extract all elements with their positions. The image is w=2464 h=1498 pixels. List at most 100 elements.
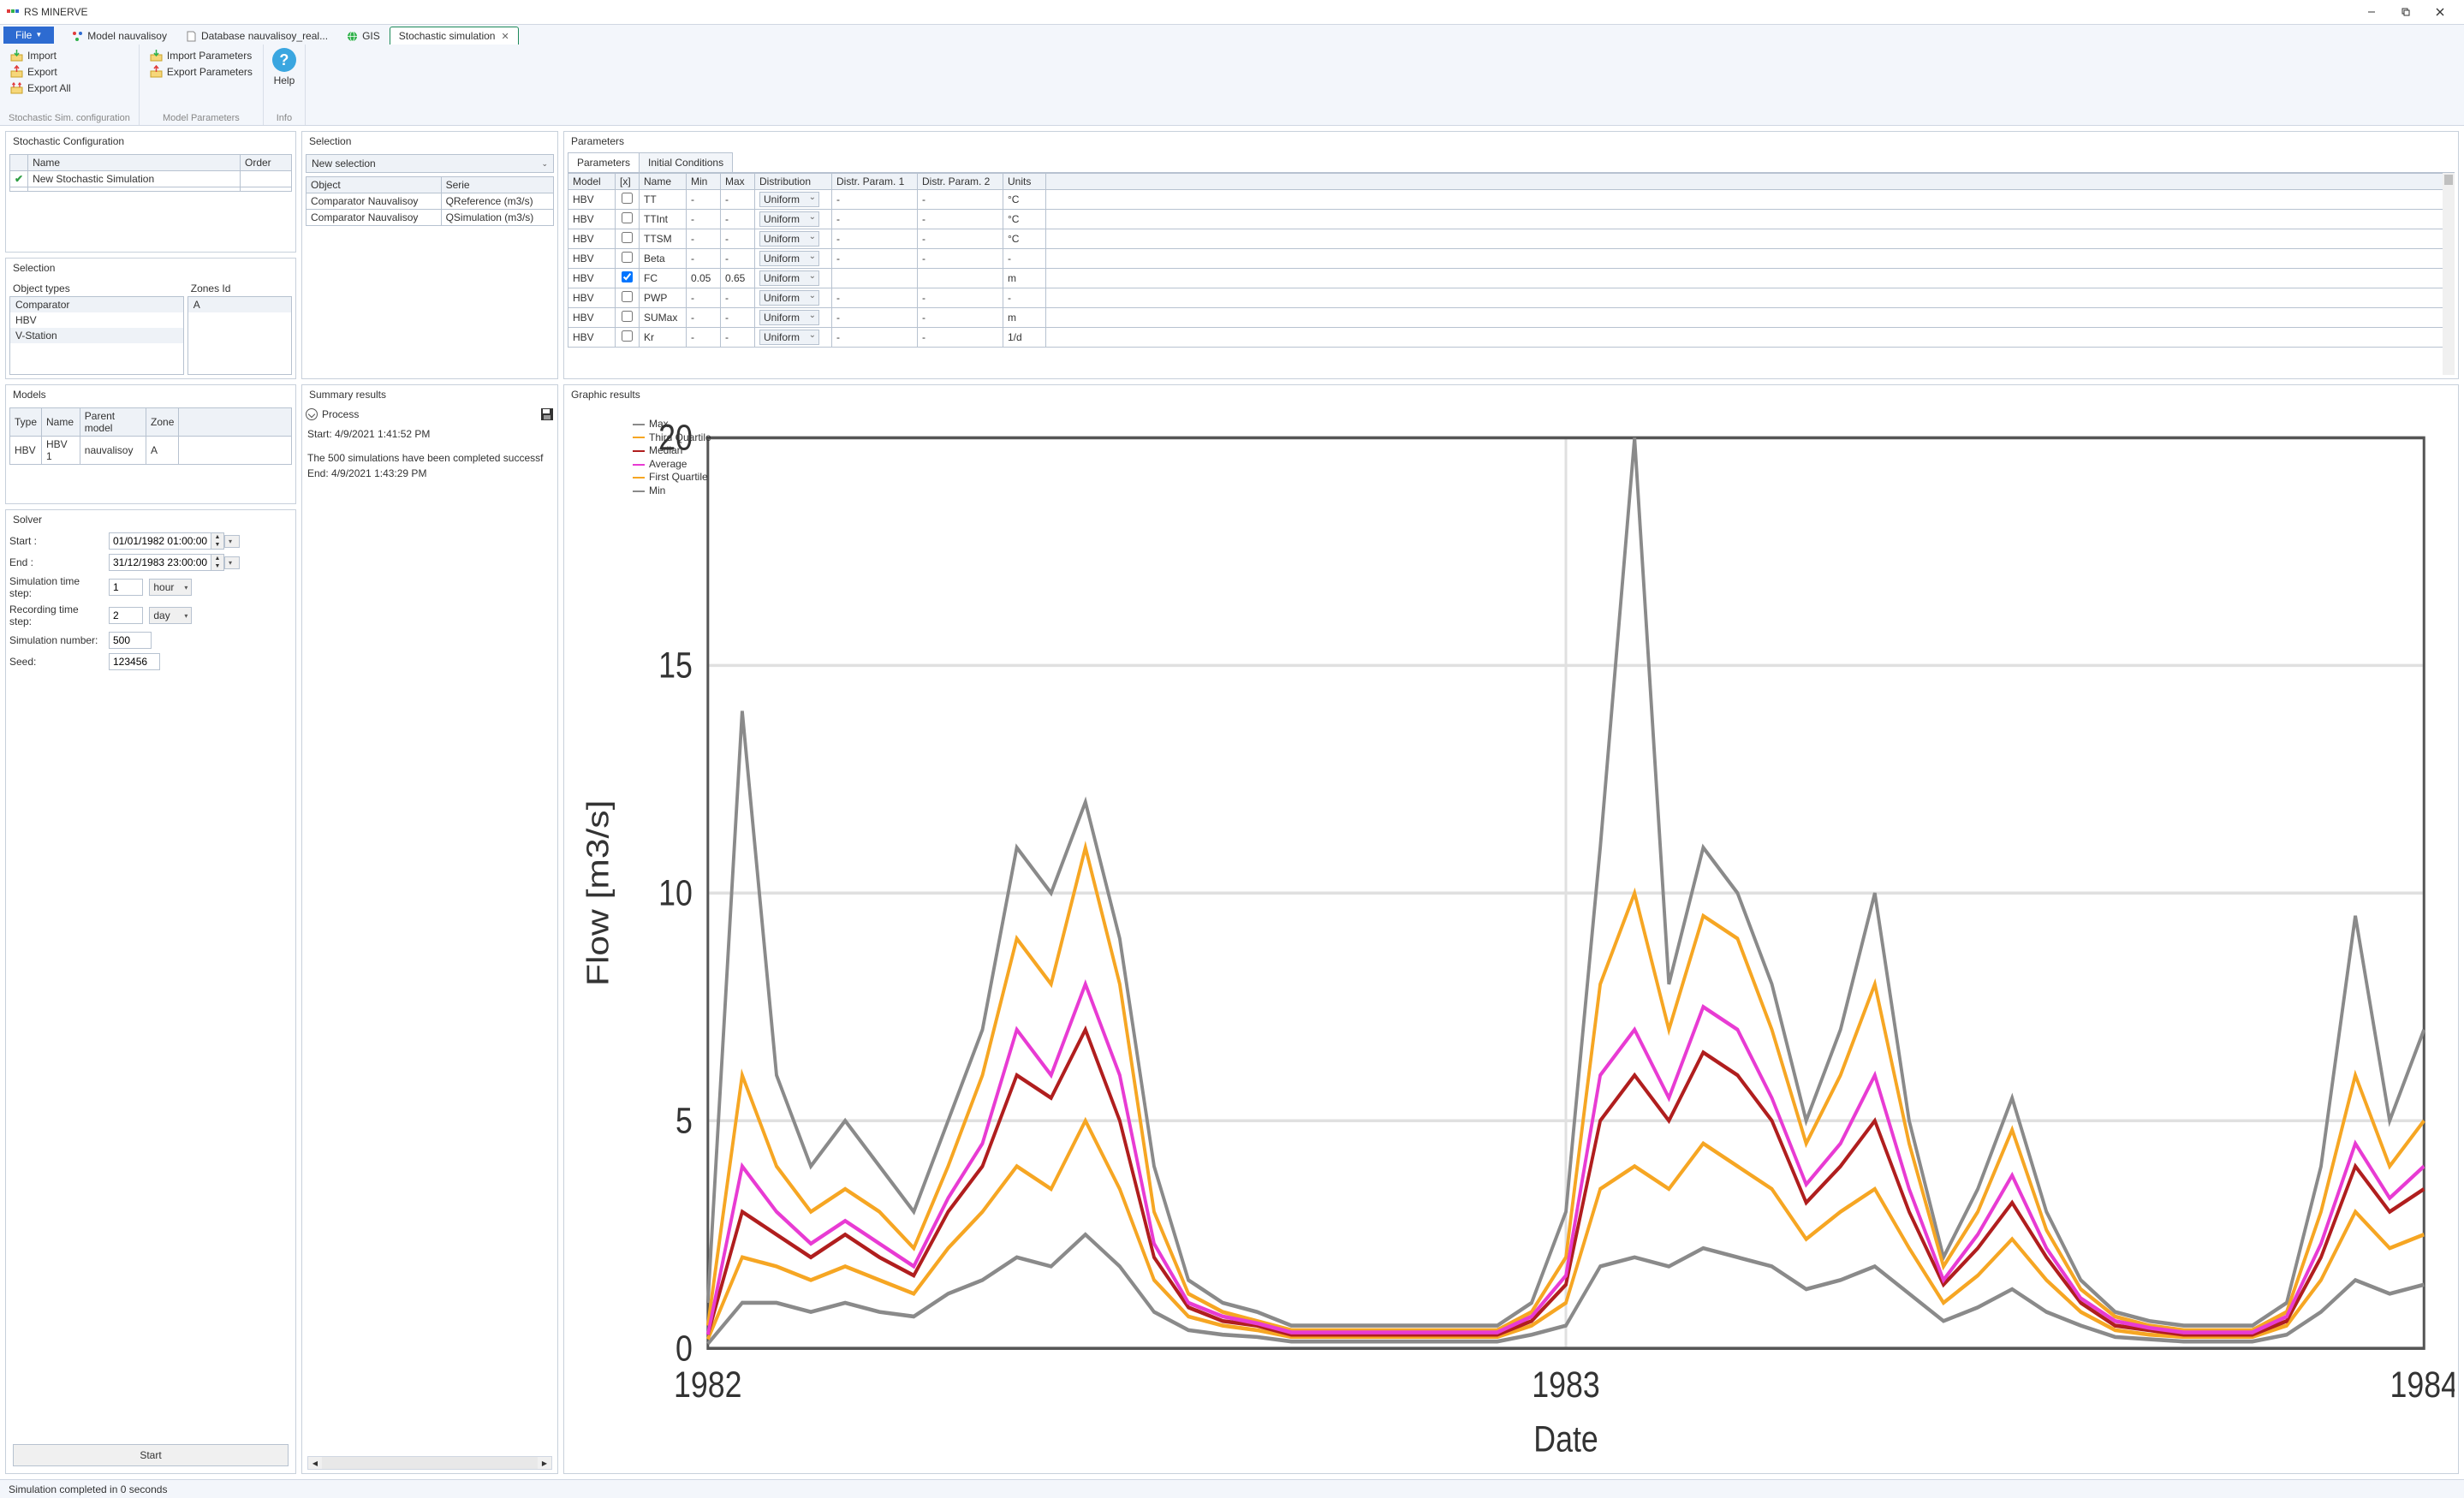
ribbon-export-all[interactable]: Export All — [9, 80, 130, 95]
svg-text:15: 15 — [658, 645, 693, 687]
legend-item: First Quartile — [633, 471, 711, 484]
start-button[interactable]: Start — [13, 1444, 289, 1466]
rec-step-label: Recording time step: — [9, 603, 104, 627]
distribution-select[interactable]: Uniform — [759, 330, 819, 345]
param-checkbox[interactable] — [622, 291, 633, 302]
status-text: Simulation completed in 0 seconds — [9, 1483, 167, 1495]
parameters-table[interactable]: Model[x]NameMinMaxDistributionDistr. Par… — [568, 173, 2455, 348]
distribution-select[interactable]: Uniform — [759, 310, 819, 325]
table-row[interactable]: HBVBeta--Uniform--- — [568, 249, 2455, 269]
legend-item: Max — [633, 418, 711, 431]
save-icon[interactable] — [540, 407, 554, 421]
scroll-right-icon[interactable]: ▶ — [538, 1457, 551, 1469]
tab-icon — [347, 31, 358, 42]
ribbon-import[interactable]: Import — [9, 48, 130, 62]
chart-legend: MaxThird QuartileMedianAverageFirst Quar… — [633, 418, 711, 498]
process-icon — [306, 408, 318, 420]
tab-parameters[interactable]: Parameters — [568, 152, 640, 172]
tab-initial-conditions[interactable]: Initial Conditions — [639, 152, 733, 172]
table-row[interactable]: HBVTT--Uniform--°C — [568, 190, 2455, 210]
legend-item: Median — [633, 444, 711, 458]
scroll-left-icon[interactable]: ◀ — [308, 1457, 322, 1469]
start-dropdown[interactable]: ▾ — [224, 535, 240, 548]
list-item[interactable]: HBV — [10, 312, 183, 328]
svg-text:1984: 1984 — [2390, 1364, 2455, 1406]
sim-num-input[interactable] — [109, 632, 152, 649]
param-checkbox[interactable] — [622, 193, 633, 204]
minimize-button[interactable] — [2354, 0, 2389, 24]
ribbon-export[interactable]: Export — [9, 64, 130, 79]
sim-step-input[interactable] — [109, 579, 143, 596]
distribution-select[interactable]: Uniform — [759, 251, 819, 266]
stochastic-config-table[interactable]: Name Order ✔New Stochastic Simulation — [9, 154, 292, 192]
sim-step-unit[interactable]: hour▾ — [149, 579, 192, 596]
distribution-select[interactable]: Uniform — [759, 270, 819, 286]
help-label[interactable]: Help — [274, 74, 295, 86]
close-button[interactable] — [2423, 0, 2457, 24]
parameters-scrollbar[interactable] — [2443, 173, 2455, 375]
list-item[interactable]: A — [188, 297, 291, 312]
summary-panel: Summary results Process Start: 4/9/2021 … — [301, 384, 558, 1474]
distribution-select[interactable]: Uniform — [759, 192, 819, 207]
object-types-list[interactable]: ComparatorHBVV-Station — [9, 296, 184, 375]
process-label: Process — [322, 408, 359, 420]
selection-combo[interactable]: New selection ⌄ — [306, 154, 554, 173]
table-row[interactable]: HBVTTSM--Uniform--°C — [568, 229, 2455, 249]
svg-text:1983: 1983 — [1532, 1364, 1599, 1406]
models-table[interactable]: Type Name Parent model Zone HBV HBV 1 na… — [9, 407, 292, 465]
tab-stochastic-simulation[interactable]: Stochastic simulation✕ — [390, 27, 519, 45]
help-icon[interactable]: ? — [272, 48, 296, 72]
stochastic-config-title: Stochastic Configuration — [6, 132, 295, 151]
summary-title: Summary results — [302, 385, 557, 404]
rec-step-input[interactable] — [109, 607, 143, 624]
param-checkbox[interactable] — [622, 212, 633, 223]
export-icon — [10, 65, 23, 78]
ribbon-import-parameters[interactable]: Import Parameters — [148, 48, 254, 62]
tab-gis[interactable]: GIS — [337, 27, 390, 45]
maximize-button[interactable] — [2389, 0, 2423, 24]
param-checkbox[interactable] — [622, 271, 633, 282]
table-row[interactable]: Comparator NauvalisoyQReference (m3/s) — [307, 193, 554, 210]
end-spinner[interactable]: ▲▼ — [211, 554, 224, 571]
table-row[interactable]: HBVSUMax--Uniform--m — [568, 308, 2455, 328]
end-date-input[interactable] — [109, 554, 211, 571]
object-types-label: Object types — [9, 281, 184, 296]
seed-input[interactable] — [109, 653, 160, 670]
summary-scrollbar[interactable]: ◀ ▶ — [307, 1456, 552, 1470]
param-checkbox[interactable] — [622, 252, 633, 263]
svg-text:Date: Date — [1533, 1419, 1598, 1460]
distribution-select[interactable]: Uniform — [759, 211, 819, 227]
list-item[interactable]: V-Station — [10, 328, 183, 343]
window-title: RS MINERVE — [24, 6, 87, 18]
distribution-select[interactable]: Uniform — [759, 290, 819, 306]
graphic-title: Graphic results — [564, 385, 2458, 404]
end-dropdown[interactable]: ▾ — [224, 556, 240, 569]
file-menu-button[interactable]: File ▼ — [3, 27, 54, 44]
models-panel: Models Type Name Parent model Zone HBV H… — [5, 384, 296, 504]
start-date-input[interactable] — [109, 532, 211, 550]
legend-item: Third Quartile — [633, 431, 711, 445]
col-order: Order — [241, 155, 292, 171]
table-row[interactable]: ✔New Stochastic Simulation — [10, 171, 292, 187]
param-checkbox[interactable] — [622, 232, 633, 243]
zones-list[interactable]: A — [187, 296, 292, 375]
tab-database-nauvalisoy-real-[interactable]: Database nauvalisoy_real... — [176, 27, 337, 45]
list-item[interactable]: Comparator — [10, 297, 183, 312]
param-checkbox[interactable] — [622, 330, 633, 342]
table-row[interactable]: HBV HBV 1 nauvalisoy A — [10, 437, 292, 465]
sim-num-label: Simulation number: — [9, 634, 104, 646]
tab-model-nauvalisoy[interactable]: Model nauvalisoy — [62, 27, 176, 45]
table-row[interactable]: Comparator NauvalisoyQSimulation (m3/s) — [307, 210, 554, 226]
param-checkbox[interactable] — [622, 311, 633, 322]
table-row[interactable]: HBVKr--Uniform--1/d — [568, 328, 2455, 348]
svg-text:1982: 1982 — [674, 1364, 741, 1406]
close-icon[interactable]: ✕ — [501, 31, 509, 42]
rec-step-unit[interactable]: day▾ — [149, 607, 192, 624]
table-row[interactable]: HBVTTInt--Uniform--°C — [568, 210, 2455, 229]
start-spinner[interactable]: ▲▼ — [211, 532, 224, 550]
distribution-select[interactable]: Uniform — [759, 231, 819, 247]
ribbon-export-parameters[interactable]: Export Parameters — [148, 64, 254, 79]
table-row[interactable]: HBVPWP--Uniform--- — [568, 288, 2455, 308]
selection-mid-table[interactable]: Object Serie Comparator NauvalisoyQRefer… — [306, 176, 554, 226]
table-row[interactable]: HBVFC0.050.65Uniformm — [568, 269, 2455, 288]
